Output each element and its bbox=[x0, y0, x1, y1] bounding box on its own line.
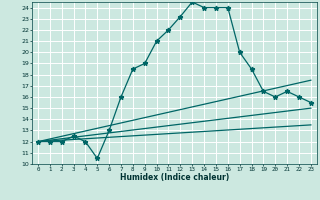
X-axis label: Humidex (Indice chaleur): Humidex (Indice chaleur) bbox=[120, 173, 229, 182]
